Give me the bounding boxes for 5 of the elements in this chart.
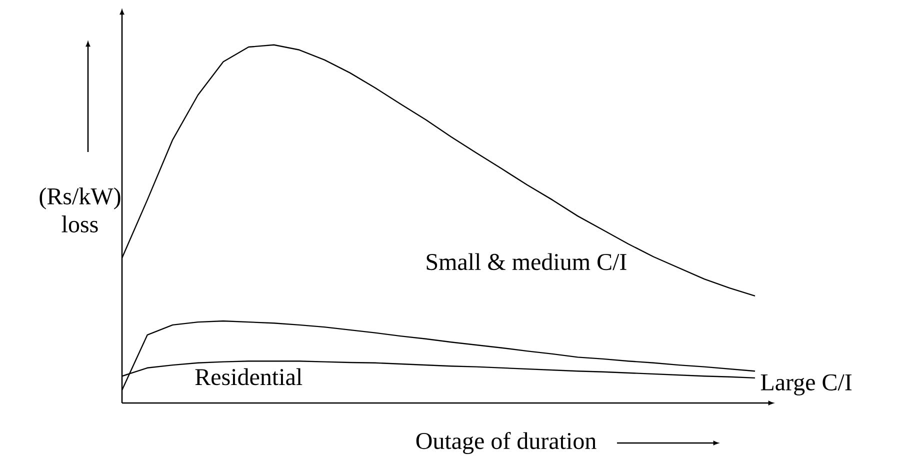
series-label: Large C/I bbox=[760, 374, 852, 396]
x-axis-title: Outage of duration bbox=[416, 432, 596, 454]
series-label: Small & medium C/I bbox=[426, 253, 626, 270]
y-axis-title: (Rs/kW) loss bbox=[40, 188, 120, 232]
series-label: Residential bbox=[195, 368, 302, 386]
